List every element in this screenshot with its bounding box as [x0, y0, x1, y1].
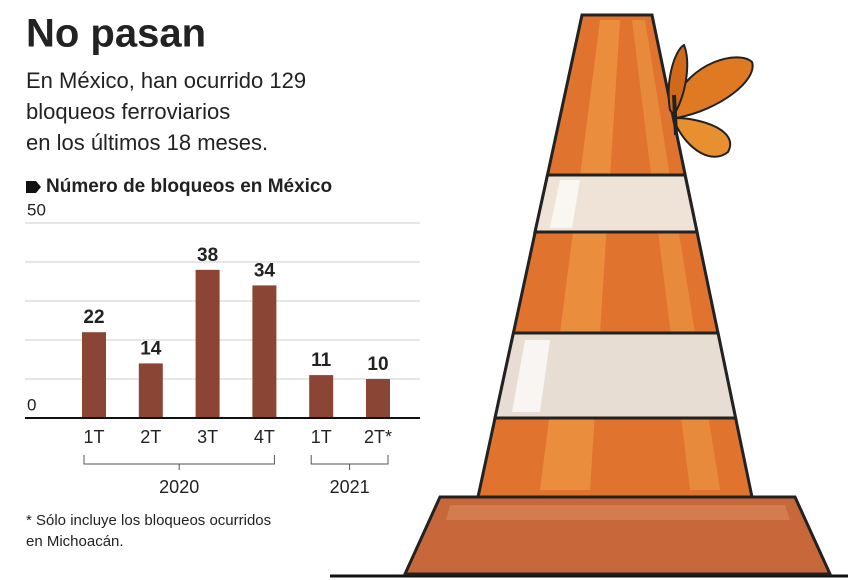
cone-illustration — [330, 13, 848, 578]
y-tick-label: 50 — [27, 200, 46, 219]
group-bracket — [83, 455, 275, 470]
value-label: 38 — [197, 245, 218, 266]
y-tick-label: 0 — [27, 395, 36, 414]
x-tick-label: 4T — [254, 427, 275, 447]
bar — [138, 363, 163, 418]
bar — [366, 379, 390, 418]
subtitle-line: bloqueos ferroviarios — [26, 99, 230, 124]
value-label: 34 — [254, 260, 276, 281]
chart-title: No pasan — [26, 12, 206, 56]
subtitle-line: En México, han ocurrido 129 — [26, 68, 306, 93]
subtitle-line: en los últimos 18 meses. — [26, 130, 268, 155]
footnote-line: en Michoacán. — [26, 533, 124, 550]
x-tick-label: 1T — [83, 427, 104, 447]
label-marker — [26, 181, 41, 193]
x-tick-label: 1T — [311, 427, 332, 447]
x-tick-label: 2T* — [364, 427, 392, 447]
group-bracket — [310, 455, 389, 470]
value-label: 14 — [140, 338, 162, 359]
group-label: 2020 — [159, 477, 199, 497]
bar — [195, 269, 220, 418]
group-label: 2021 — [330, 477, 370, 497]
value-label: 11 — [311, 350, 332, 371]
x-tick-label: 2T — [140, 427, 161, 447]
footnote-line: * Sólo incluye los bloqueos ocurridos — [26, 512, 271, 529]
value-label: 10 — [367, 354, 388, 375]
butterfly — [667, 43, 754, 158]
value-label: 22 — [83, 307, 104, 328]
x-tick-label: 3T — [197, 427, 218, 447]
chart-label: Número de bloqueos en México — [46, 176, 332, 197]
bar — [309, 375, 334, 418]
bar — [252, 285, 277, 418]
bar — [82, 332, 106, 418]
